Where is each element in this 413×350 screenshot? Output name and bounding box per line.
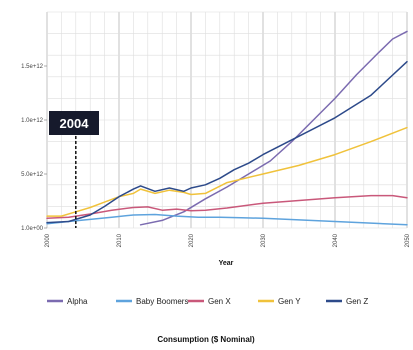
legend: Alpha Baby Boomers Gen X Gen Y Gen Z: [47, 297, 368, 306]
x-tick-label: 2010: [117, 233, 123, 247]
x-tick-label: 2040: [333, 233, 339, 247]
grid: [46, 11, 408, 229]
y-axis: 1.0e+00 5.0e+12 1.0e+12 1.5e+12: [21, 64, 47, 232]
x-tick-label: 2030: [261, 233, 267, 247]
annotation-label: 2004: [60, 116, 90, 131]
series-lines: [46, 30, 408, 226]
x-axis-title: Year: [219, 260, 234, 267]
x-tick-label: 2020: [189, 233, 195, 247]
legend-label: Gen X: [208, 297, 231, 306]
series-line-baby-boomers: [46, 213, 408, 226]
y-tick-label: 1.5e+12: [21, 64, 44, 70]
y-tick-label: 1.0e+12: [21, 118, 44, 124]
series-line-gen-x: [46, 194, 408, 220]
y-tick-label: 5.0e+12: [21, 172, 44, 178]
series-line-gen-y: [46, 126, 408, 217]
x-tick-label: 2050: [405, 233, 411, 247]
legend-label: Gen Y: [278, 297, 301, 306]
x-tick-label: 2000: [45, 233, 51, 247]
annotation-callout: 2004: [49, 111, 99, 228]
series-line-gen-z: [46, 60, 408, 224]
legend-label: Gen Z: [346, 297, 368, 306]
legend-label: Alpha: [67, 297, 88, 306]
x-axis: 2000 2010 2020 2030 2040 2050: [45, 233, 411, 247]
chart-caption: Consumption ($ Nominal): [157, 335, 255, 344]
y-tick-label: 1.0e+00: [21, 226, 44, 232]
annotation-box: [49, 111, 99, 135]
legend-label: Baby Boomers: [136, 297, 188, 306]
